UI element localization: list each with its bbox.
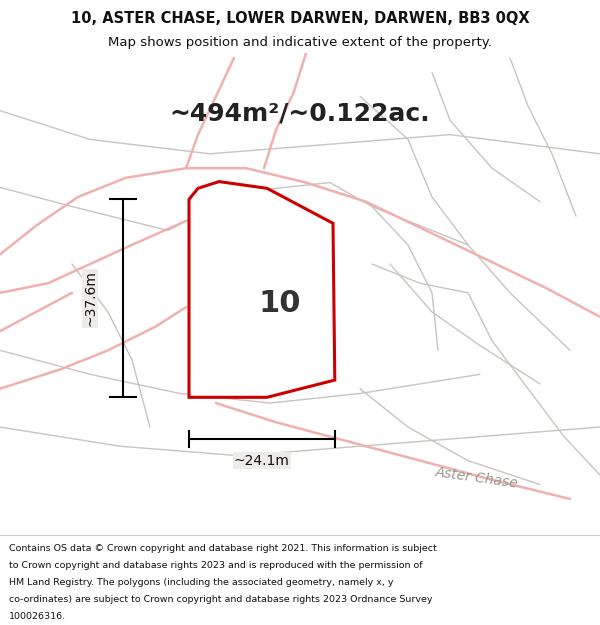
Text: Aster Chase: Aster Chase <box>434 464 520 490</box>
Text: 10: 10 <box>259 289 301 318</box>
Text: ~24.1m: ~24.1m <box>234 454 290 468</box>
Text: co-ordinates) are subject to Crown copyright and database rights 2023 Ordnance S: co-ordinates) are subject to Crown copyr… <box>9 595 433 604</box>
Text: Contains OS data © Crown copyright and database right 2021. This information is : Contains OS data © Crown copyright and d… <box>9 544 437 552</box>
Text: 100026316.: 100026316. <box>9 612 66 621</box>
Text: ~494m²/~0.122ac.: ~494m²/~0.122ac. <box>170 101 430 125</box>
Text: Map shows position and indicative extent of the property.: Map shows position and indicative extent… <box>108 36 492 49</box>
Text: ~37.6m: ~37.6m <box>83 271 97 326</box>
Polygon shape <box>189 182 335 398</box>
Text: 10, ASTER CHASE, LOWER DARWEN, DARWEN, BB3 0QX: 10, ASTER CHASE, LOWER DARWEN, DARWEN, B… <box>71 11 529 26</box>
Text: to Crown copyright and database rights 2023 and is reproduced with the permissio: to Crown copyright and database rights 2… <box>9 561 422 570</box>
Text: HM Land Registry. The polygons (including the associated geometry, namely x, y: HM Land Registry. The polygons (includin… <box>9 578 394 587</box>
